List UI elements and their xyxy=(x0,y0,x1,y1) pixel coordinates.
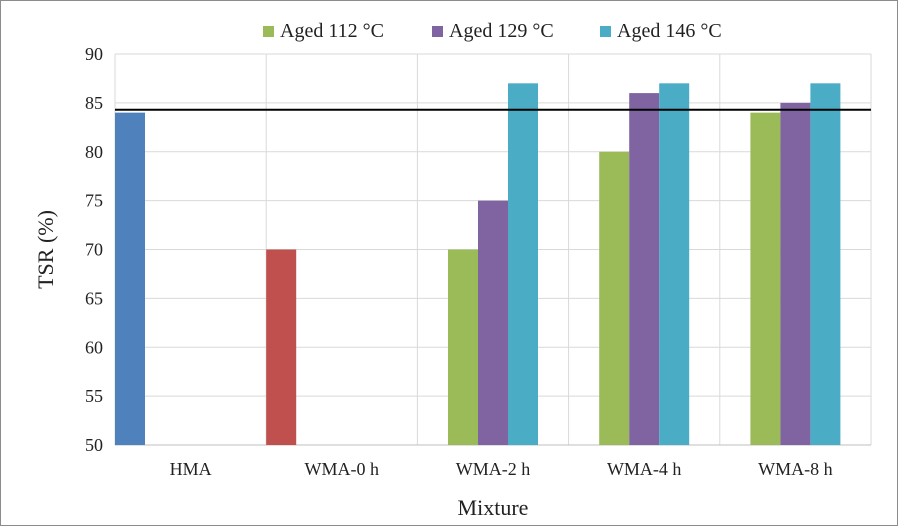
x-tick-label: HMA xyxy=(170,459,212,479)
y-tick-label: 50 xyxy=(85,435,103,455)
bar-s2-wma-8-h xyxy=(810,83,841,445)
bar-s0-wma-2-h xyxy=(448,249,478,445)
x-axis-title: Mixture xyxy=(458,495,529,520)
x-tick-label: WMA-2 h xyxy=(456,459,531,479)
bar-s1-wma-4-h xyxy=(629,93,660,445)
bar-s2-wma-4-h xyxy=(659,83,690,445)
y-axis-title: TSR (%) xyxy=(33,210,58,289)
legend-label-1: Aged 129 °C xyxy=(449,20,554,42)
bar-wma-0-h xyxy=(266,249,297,445)
x-tick-label: WMA-0 h xyxy=(305,459,380,479)
bar-s1-wma-8-h xyxy=(780,102,811,445)
x-tick-labels: HMA WMA-0 h WMA-2 h WMA-4 h WMA-8 h xyxy=(170,459,833,479)
legend-swatch-1 xyxy=(432,26,443,37)
y-tick-label: 90 xyxy=(85,44,103,64)
legend-label-0: Aged 112 °C xyxy=(280,20,384,42)
legend-swatch-0 xyxy=(263,26,274,37)
y-tick-label: 65 xyxy=(85,288,103,308)
legend-swatch-2 xyxy=(600,26,611,37)
y-tick-label: 70 xyxy=(85,240,103,260)
bar-hma xyxy=(115,112,145,446)
legend-label-2: Aged 146 °C xyxy=(617,20,722,42)
legend: Aged 112 °C Aged 129 °C Aged 146 °C xyxy=(263,20,722,42)
bar-s1-wma-2-h xyxy=(478,200,508,445)
bars xyxy=(115,83,841,446)
bar-s2-wma-2-h xyxy=(508,83,538,445)
y-tick-label: 55 xyxy=(85,386,103,406)
y-tick-labels: 50 55 60 65 70 75 80 85 90 xyxy=(85,44,103,455)
y-tick-label: 75 xyxy=(85,191,103,211)
y-tick-label: 85 xyxy=(85,93,103,113)
y-tick-label: 80 xyxy=(85,142,103,162)
bar-s0-wma-4-h xyxy=(599,151,630,445)
x-tick-label: WMA-8 h xyxy=(758,459,833,479)
x-tick-label: WMA-4 h xyxy=(607,459,682,479)
y-tick-label: 60 xyxy=(85,337,103,357)
bar-s0-wma-8-h xyxy=(750,112,781,446)
